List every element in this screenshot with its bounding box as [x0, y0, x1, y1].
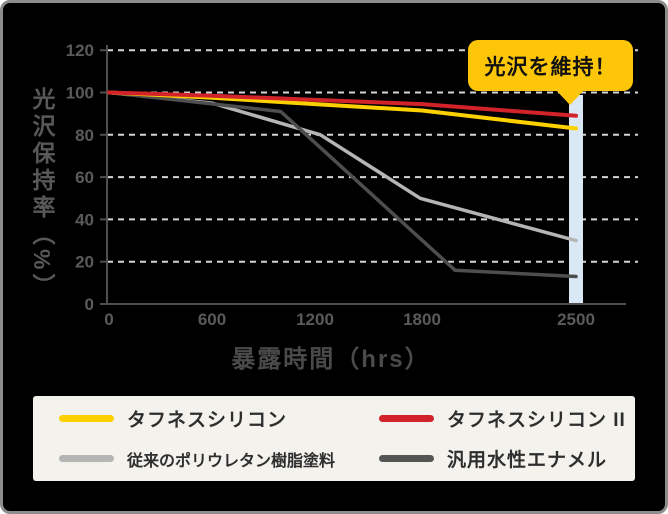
callout-text: 光沢を維持！ [484, 55, 617, 79]
legend-item-toughness-silicon-2: タフネスシリコン II [379, 405, 635, 432]
highlight-bar-2500 [569, 95, 583, 304]
gloss-retention-chart: 120 100 80 60 40 20 00 600 1200 1800 2500 [66, 41, 638, 329]
legend-swatch-toughness-silicon [59, 415, 114, 422]
y-tick-label-0: 0 [85, 295, 94, 314]
legend-swatch-conventional-polyurethane [59, 455, 114, 462]
gloss-maintained-callout: 光沢を維持！ [468, 40, 633, 105]
y-tick-label-120: 120 [66, 41, 94, 60]
legend-label-conventional-polyurethane: 従来のポリウレタン樹脂塗料 [127, 452, 336, 470]
y-tick-label-80: 80 [75, 126, 94, 145]
legend: タフネスシリコン タフネスシリコン II 従来のポリウレタン樹脂塗料 汎用水性エ… [33, 396, 635, 481]
x-tick-label-1200: 1200 [296, 310, 334, 329]
y-tick-label-100: 100 [66, 84, 94, 103]
y-tick-label-60: 60 [75, 168, 94, 187]
legend-label-toughness-silicon: タフネスシリコン [127, 410, 288, 431]
legend-item-toughness-silicon: タフネスシリコン [59, 405, 379, 432]
legend-swatch-general-water-enamel [379, 455, 434, 462]
x-tick-label-2500: 2500 [557, 310, 595, 329]
x-axis-title: 暴露時間（hrs） [231, 346, 431, 373]
series-line-general-purpose-water-enamel [107, 90, 578, 279]
x-tick-label-600: 600 [198, 310, 226, 329]
x-tick-label-0: 0 [104, 310, 113, 329]
y-tick-label-20: 20 [75, 253, 94, 272]
legend-label-general-water-enamel: 汎用水性エナメル [447, 450, 608, 471]
legend-label-toughness-silicon-2: タフネスシリコン II [447, 410, 626, 431]
legend-item-general-water-enamel: 汎用水性エナメル [379, 445, 635, 472]
legend-swatch-toughness-silicon-2 [379, 415, 434, 422]
series-line-toughness-silicon-2 [107, 90, 578, 118]
y-tick-label-40: 40 [75, 210, 94, 229]
y-axis-title: 光沢保持率（%） [29, 87, 55, 301]
callout-pointer [555, 89, 585, 105]
legend-item-conventional-polyurethane: 従来のポリウレタン樹脂塗料 [59, 445, 379, 472]
x-tick-label-1800: 1800 [403, 310, 441, 329]
